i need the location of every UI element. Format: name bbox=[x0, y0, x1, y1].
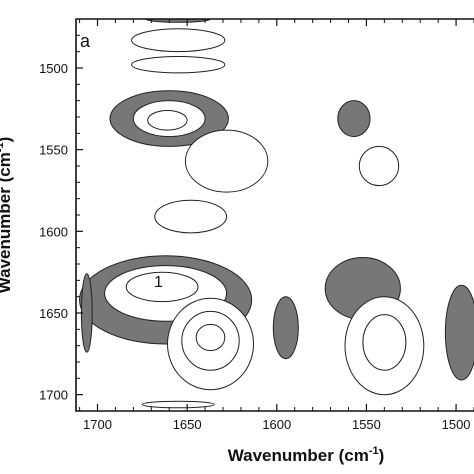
positive-contour-15 bbox=[195, 323, 226, 352]
positive-contour-6 bbox=[184, 129, 269, 193]
negative-contour-17 bbox=[272, 296, 299, 360]
peak-annotation-0: 1 bbox=[154, 274, 163, 291]
positive-contour-12 bbox=[125, 271, 199, 303]
y-tick-label: 1650 bbox=[39, 306, 68, 321]
positive-contour-5 bbox=[147, 110, 188, 131]
x-tick-label: 1700 bbox=[83, 417, 112, 432]
x-tick-label: 1650 bbox=[173, 417, 202, 432]
x-tick-label: 1500 bbox=[442, 417, 471, 432]
positive-contour-20 bbox=[362, 314, 407, 371]
y-tick-label: 1700 bbox=[39, 388, 68, 403]
y-tick-label: 1550 bbox=[39, 143, 68, 158]
x-tick-label: 1550 bbox=[352, 417, 381, 432]
negative-contour-21 bbox=[444, 284, 474, 381]
positive-contour-9 bbox=[358, 145, 400, 187]
x-axis-title: Wavenumber (cm-1) bbox=[228, 445, 385, 465]
negative-contour-8 bbox=[337, 100, 371, 138]
y-axis-title: Wavenumber (cm-1) bbox=[0, 137, 14, 294]
y-tick-label: 1500 bbox=[39, 61, 68, 76]
positive-contour-2 bbox=[131, 55, 226, 74]
panel-label: a bbox=[80, 31, 91, 51]
tick-layer: 1700 1650 1600 1550 1500 1500 1550 1600 1650 1700 bbox=[39, 19, 474, 432]
negative-contour-22 bbox=[80, 273, 93, 353]
positive-contour-16 bbox=[141, 400, 215, 409]
positive-contour-7 bbox=[154, 199, 228, 234]
x-tick-label: 1600 bbox=[262, 417, 291, 432]
positive-contour-1 bbox=[131, 28, 226, 53]
y-tick-label: 1600 bbox=[39, 224, 68, 239]
negative-contour-0 bbox=[145, 19, 211, 23]
contour-layer: 1 bbox=[79, 19, 474, 409]
